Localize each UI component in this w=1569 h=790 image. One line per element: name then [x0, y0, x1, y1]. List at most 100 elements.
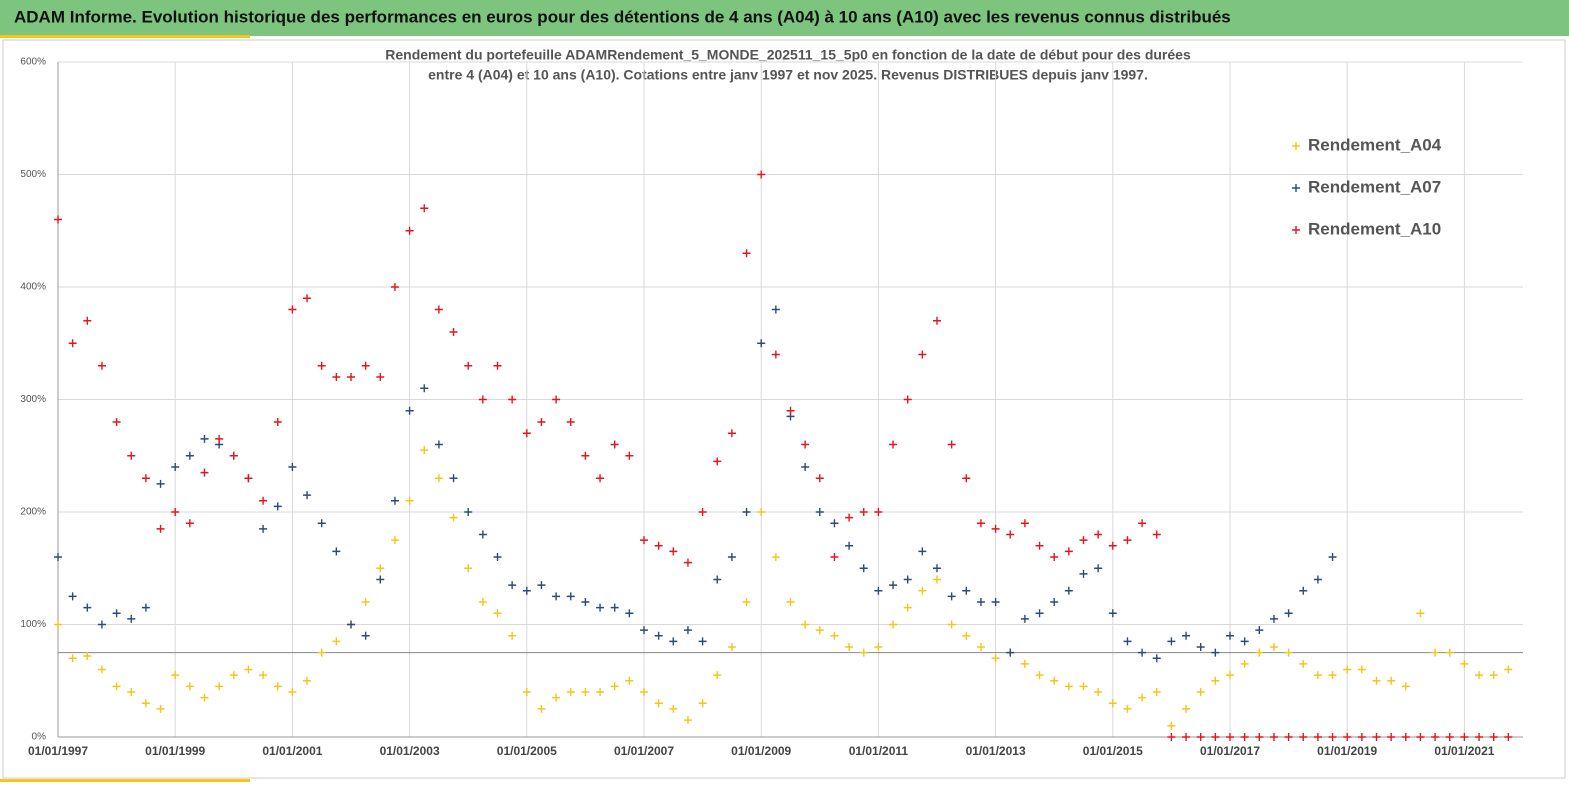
x-tick-label: 01/01/2011	[849, 744, 909, 758]
data-point	[1284, 733, 1293, 741]
data-point	[185, 451, 194, 460]
data-point	[1094, 564, 1103, 573]
data-point	[830, 631, 839, 640]
y-tick-label: 500%	[20, 169, 46, 180]
data-point	[815, 626, 824, 635]
data-point	[757, 508, 766, 516]
data-point	[332, 547, 341, 556]
data-point	[405, 496, 414, 505]
data-point	[1196, 733, 1205, 741]
data-point	[1269, 733, 1278, 741]
data-point	[493, 609, 502, 618]
data-point	[976, 598, 985, 606]
data-point	[54, 553, 62, 561]
data-point	[1079, 536, 1088, 545]
data-point	[288, 463, 297, 471]
data-point	[654, 631, 663, 640]
data-point	[874, 586, 883, 595]
data-point	[1460, 659, 1469, 668]
data-point	[141, 603, 150, 612]
data-point	[1489, 733, 1498, 741]
data-point	[801, 440, 810, 449]
data-point	[1108, 699, 1117, 708]
data-point	[552, 395, 561, 404]
data-point	[742, 249, 751, 258]
data-point	[244, 474, 253, 483]
data-point	[171, 508, 180, 516]
data-point	[552, 592, 561, 601]
data-point	[742, 598, 751, 606]
data-point	[493, 553, 502, 561]
y-tick-label: 400%	[20, 282, 46, 293]
data-point	[1299, 586, 1308, 595]
x-tick-label: 01/01/1999	[145, 744, 205, 758]
data-point	[581, 598, 590, 606]
data-point	[625, 451, 634, 460]
data-point	[654, 541, 663, 550]
data-point	[596, 688, 605, 696]
data-point	[390, 536, 399, 545]
data-point	[874, 508, 883, 516]
x-tick-label: 01/01/2009	[731, 744, 791, 758]
data-point	[640, 536, 648, 545]
legend-marker	[1292, 226, 1300, 234]
data-point	[1401, 733, 1410, 741]
data-point	[54, 620, 62, 629]
data-point	[449, 328, 458, 336]
data-point	[332, 373, 341, 381]
data-point	[669, 637, 678, 646]
data-point	[1064, 682, 1073, 691]
data-point	[1416, 733, 1425, 741]
data-point	[1431, 648, 1440, 657]
x-tick-label: 01/01/2021	[1434, 744, 1494, 758]
data-point	[1138, 693, 1147, 702]
data-point	[141, 474, 150, 483]
data-point	[610, 440, 619, 449]
data-point	[801, 463, 810, 471]
data-point	[273, 502, 282, 511]
data-point	[1284, 648, 1293, 657]
data-point	[361, 631, 370, 640]
data-point	[303, 676, 312, 685]
data-point	[1255, 733, 1264, 741]
data-point	[303, 294, 312, 303]
data-point	[683, 716, 692, 725]
data-point	[215, 682, 224, 691]
data-point	[727, 643, 736, 651]
data-point	[933, 575, 941, 584]
data-point	[918, 586, 927, 595]
data-point	[1445, 733, 1454, 741]
data-point	[742, 508, 751, 516]
data-point	[1167, 637, 1176, 646]
x-tick-label: 01/01/2007	[614, 744, 674, 758]
data-point	[434, 474, 443, 483]
data-point	[1050, 553, 1059, 561]
data-point	[1211, 676, 1220, 685]
data-point	[141, 699, 150, 708]
data-point	[478, 395, 487, 404]
data-point	[1313, 733, 1322, 741]
data-point	[303, 491, 312, 500]
data-point	[1357, 733, 1366, 741]
data-point	[1343, 733, 1352, 741]
data-point	[845, 513, 854, 522]
data-point	[859, 648, 868, 657]
y-tick-label: 300%	[20, 394, 46, 405]
data-point	[1006, 648, 1015, 657]
data-point	[1372, 733, 1381, 741]
data-point	[273, 418, 282, 426]
data-point	[596, 603, 605, 612]
data-point	[361, 361, 370, 370]
data-point	[1328, 733, 1337, 741]
data-point	[156, 524, 165, 533]
chart-subtitle: Rendement du portefeuille ADAMRendement_…	[385, 47, 1191, 63]
data-point	[478, 598, 487, 606]
data-point	[1079, 569, 1088, 578]
data-point	[1445, 648, 1454, 657]
data-point	[317, 519, 326, 528]
data-point	[566, 418, 575, 426]
data-point	[610, 603, 619, 612]
data-point	[1035, 541, 1044, 550]
data-point	[1255, 626, 1264, 635]
data-point	[97, 620, 106, 629]
